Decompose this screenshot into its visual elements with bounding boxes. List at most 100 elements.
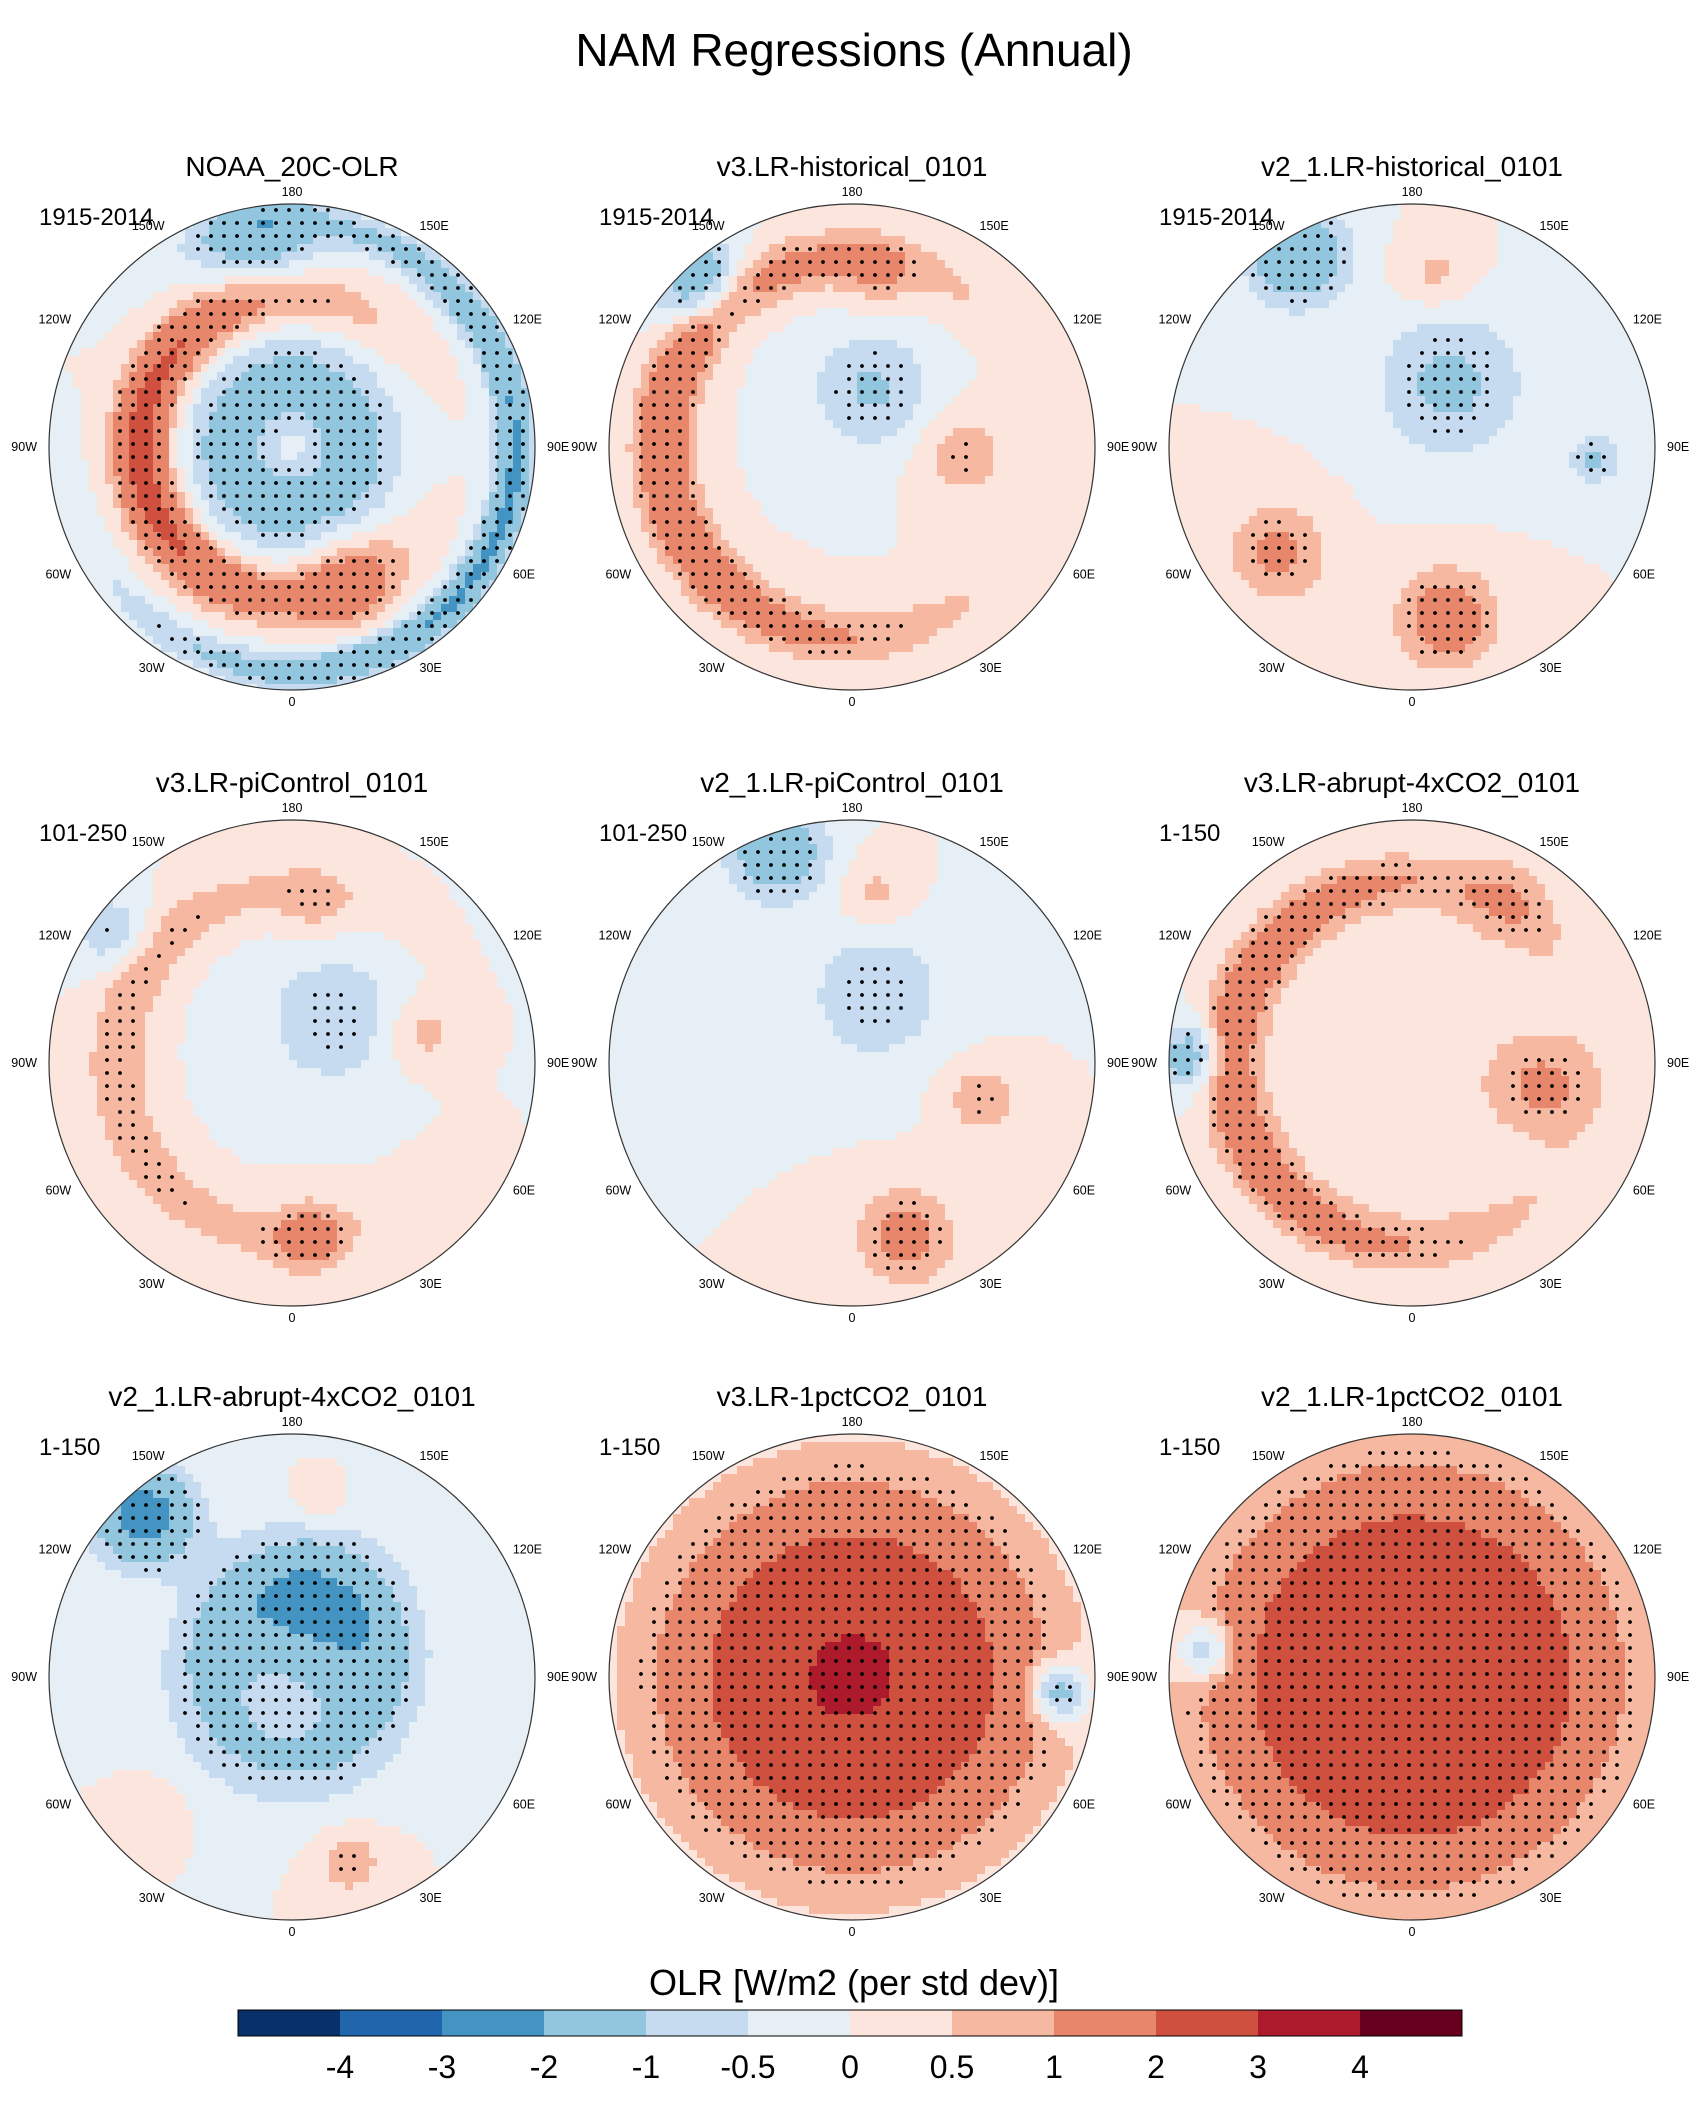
lon-label: 150W (692, 1449, 725, 1463)
lon-label: 0 (289, 695, 296, 709)
lon-label: 120W (1159, 313, 1192, 327)
lon-label: 30E (1540, 1277, 1562, 1291)
lon-label: 120W (599, 929, 632, 943)
lon-label: 60W (1165, 1798, 1191, 1812)
lon-label: 30E (1540, 1891, 1562, 1905)
lon-label: 90E (547, 1056, 569, 1070)
map-boundary (608, 1433, 1096, 1921)
olr-field (1169, 1434, 1655, 1920)
lon-label: 30E (1540, 661, 1562, 675)
lon-label: 150W (1252, 835, 1285, 849)
lon-label: 120E (1073, 929, 1102, 943)
lon-label: 150W (1252, 1449, 1285, 1463)
panel-title: v3.LR-historical_0101 (717, 151, 988, 182)
map-boundary (48, 203, 536, 691)
lon-label: 120E (1073, 313, 1102, 327)
lon-label: 90E (547, 440, 569, 454)
lon-label: 60E (1073, 568, 1095, 582)
lon-label: 120E (1633, 313, 1662, 327)
lon-label: 60W (1165, 568, 1191, 582)
lon-label: 150E (420, 835, 449, 849)
lon-label: 180 (842, 801, 863, 815)
colorbar-swatch (1156, 2010, 1259, 2036)
lon-label: 60W (605, 568, 631, 582)
lon-label: 90E (1107, 440, 1129, 454)
lon-label: 90W (11, 1056, 37, 1070)
panel-period: 1915-2014 (1159, 204, 1274, 231)
lon-label: 0 (1409, 1311, 1416, 1325)
lon-label: 90E (1667, 1670, 1689, 1684)
panel-v3-lr-abrupt-4xco2-0101: v3.LR-abrupt-4xCO2_0101 1-150 180 150E 120E 9… (1131, 767, 1689, 1325)
lon-label: 30W (139, 1277, 165, 1291)
lon-label: 90E (1667, 1056, 1689, 1070)
significance-stipple (1186, 1451, 1632, 1897)
lon-label: 180 (282, 1415, 303, 1429)
panel-period: 1-150 (39, 1434, 100, 1461)
significance-stipple (1251, 221, 1606, 654)
colorbar-swatch (952, 2010, 1055, 2036)
lon-label: 150E (420, 219, 449, 233)
lon-label: 90W (571, 1056, 597, 1070)
colorbar-tick-label: -4 (326, 2049, 354, 2085)
lon-label: 90W (1131, 440, 1157, 454)
colorbar-tick-label: 0.5 (930, 2049, 974, 2085)
lon-label: 30W (1259, 1891, 1285, 1905)
lon-label: 150W (132, 1449, 165, 1463)
panel-period: 1-150 (599, 1434, 660, 1461)
lon-label: 150E (420, 1449, 449, 1463)
colorbar: OLR [W/m2 (per std dev)] -4 -3 -2 -1 -0.5 0 0.… (237, 1962, 1463, 2085)
panel-v3-lr-picontrol-0101: v3.LR-piControl_0101 101-250 180 150E 120E 90… (11, 767, 569, 1325)
panel-v2-1-lr-historical-0101: v2_1.LR-historical_0101 1915-2014 180 150E 1… (1131, 151, 1689, 709)
lon-label: 0 (849, 695, 856, 709)
lon-label: 150E (1540, 835, 1569, 849)
lon-label: 150E (980, 1449, 1009, 1463)
map-boundary (608, 203, 1096, 691)
lon-label: 30W (139, 1891, 165, 1905)
lon-label: 30W (1259, 661, 1285, 675)
lon-label: 90E (547, 1670, 569, 1684)
lon-label: 150E (980, 219, 1009, 233)
lon-label: 60E (513, 568, 535, 582)
lon-label: 90W (11, 440, 37, 454)
panel-period: 1915-2014 (39, 204, 154, 231)
colorbar-swatch (1360, 2010, 1463, 2036)
colorbar-swatch (748, 2010, 851, 2036)
lon-label: 180 (842, 1415, 863, 1429)
lon-label: 30W (699, 1891, 725, 1905)
lon-label: 150E (980, 835, 1009, 849)
map-boundary (48, 1433, 536, 1921)
colorbar-tick-label: -1 (632, 2049, 660, 2085)
panel-title: v3.LR-abrupt-4xCO2_0101 (1244, 767, 1580, 798)
panel-v2-1-lr-abrupt-4xco2-0101: v2_1.LR-abrupt-4xCO2_0101 1-150 180 150E 120… (11, 1381, 569, 1939)
lon-label: 60W (45, 568, 71, 582)
panel-noaa-20c-olr: NOAA_20C-OLR 1915-2014 180 150E 120E 90E 60E 30… (11, 151, 569, 709)
map-boundary (608, 819, 1096, 1307)
lon-label: 0 (289, 1311, 296, 1325)
colorbar-tick-label: 1 (1045, 2049, 1063, 2085)
lon-label: 90E (1107, 1056, 1129, 1070)
lon-label: 30E (420, 661, 442, 675)
lon-label: 150W (692, 219, 725, 233)
map-panels: NOAA_20C-OLR 1915-2014 180 150E 120E 90E 60E 30… (11, 151, 1689, 1939)
lon-label: 60E (1633, 1798, 1655, 1812)
colorbar-tick-label: 2 (1147, 2049, 1165, 2085)
lon-label: 90E (1107, 1670, 1129, 1684)
lon-label: 120E (1633, 929, 1662, 943)
olr-field (49, 1434, 535, 1920)
map-boundary (1168, 203, 1656, 691)
lon-label: 60W (45, 1798, 71, 1812)
panel-period: 1-150 (1159, 1434, 1220, 1461)
map-boundary (1168, 1433, 1656, 1921)
panel-title: v3.LR-1pctCO2_0101 (717, 1381, 988, 1412)
map-boundary (48, 819, 536, 1307)
lon-label: 180 (282, 801, 303, 815)
lon-label: 180 (282, 185, 303, 199)
colorbar-swatch (340, 2010, 443, 2036)
significance-stipple (639, 247, 968, 654)
colorbar-frame (237, 2009, 1463, 2037)
panel-title: v2_1.LR-1pctCO2_0101 (1261, 1381, 1563, 1412)
lon-label: 180 (1402, 185, 1423, 199)
lon-label: 90W (11, 1670, 37, 1684)
